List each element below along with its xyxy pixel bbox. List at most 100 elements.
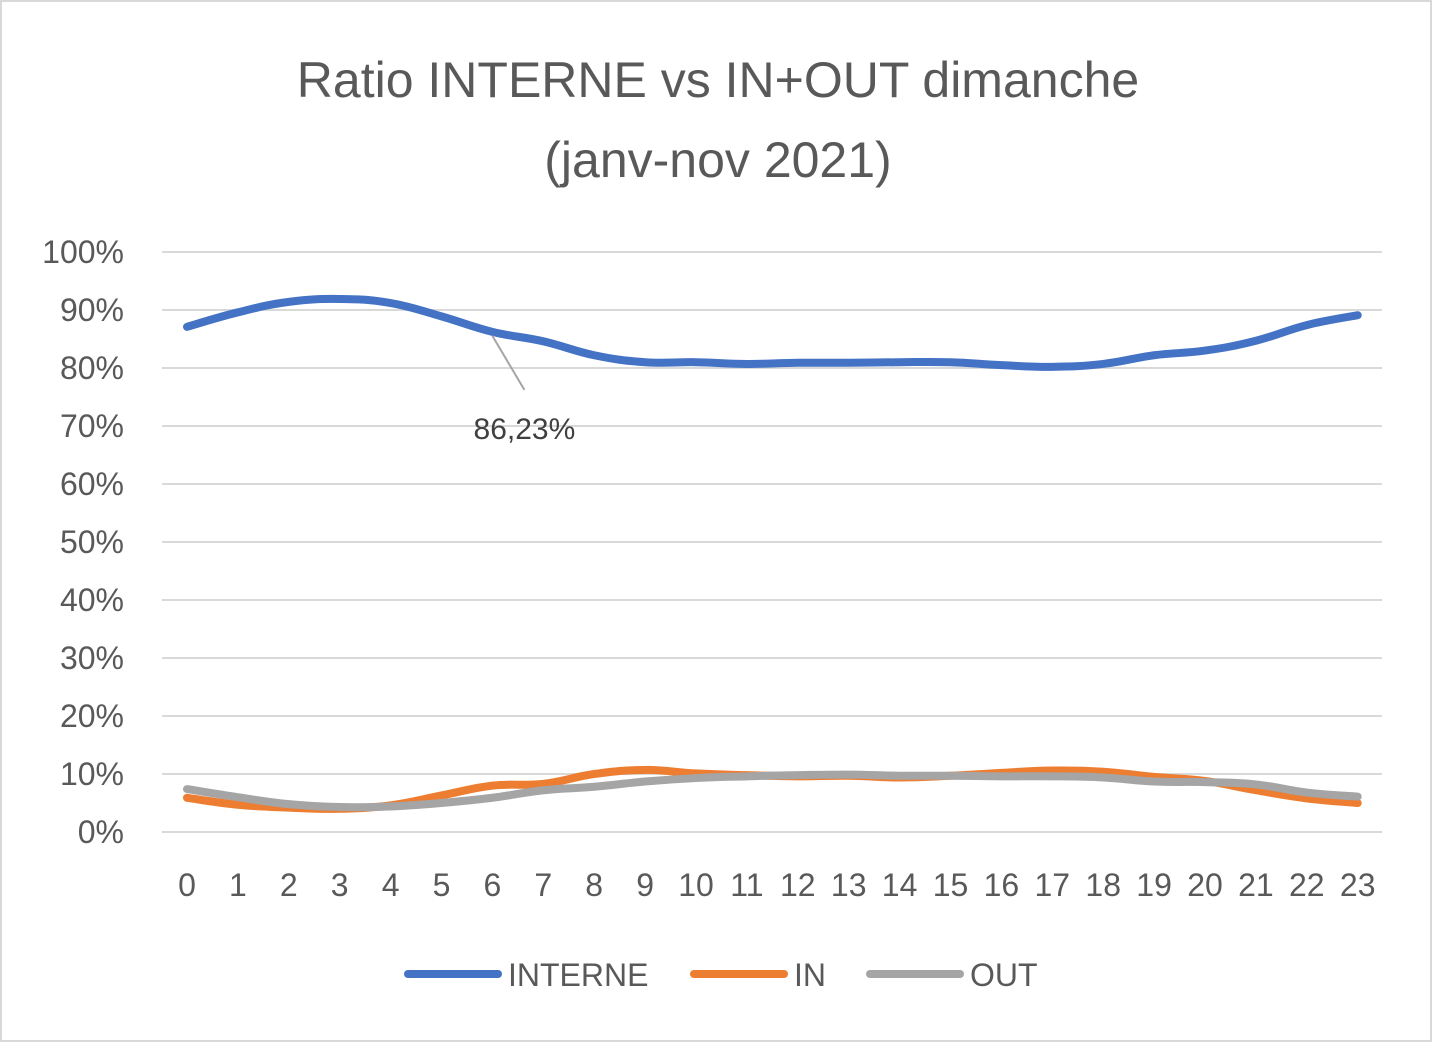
legend: INTERNE IN OUT [404, 957, 1038, 993]
y-tick-label: 90% [60, 292, 124, 328]
data-point-interne [746, 363, 747, 364]
x-tick-label: 14 [882, 867, 918, 903]
y-tick-label: 50% [60, 524, 124, 560]
x-tick-label: 21 [1238, 867, 1274, 903]
data-point-out [797, 775, 798, 776]
data-point-in [1357, 803, 1358, 804]
x-tick-label: 10 [678, 867, 714, 903]
data-point-out [594, 786, 595, 787]
data-point-interne [1103, 363, 1104, 364]
series-lines [183, 294, 1362, 813]
data-point-interne [1255, 340, 1256, 341]
legend-label-interne: INTERNE [508, 957, 648, 993]
data-point-interne [1306, 325, 1307, 326]
data-point-interne [543, 341, 544, 342]
data-point-interne [1357, 315, 1358, 316]
data-point-interne [645, 362, 646, 363]
gridlines [162, 251, 1382, 833]
annotation-leader-line [491, 335, 526, 391]
chart-title-line-1: Ratio INTERNE vs IN+OUT dimanche [297, 52, 1139, 108]
x-tick-label: 13 [831, 867, 867, 903]
data-point-interne [1001, 365, 1002, 366]
data-point-interne [797, 362, 798, 363]
data-point-in [187, 797, 188, 798]
x-tick-label: 4 [382, 867, 400, 903]
y-tick-label: 0% [78, 814, 124, 850]
data-point-in [594, 774, 595, 775]
chart-title-line-2: (janv-nov 2021) [544, 132, 891, 188]
annotations: 86,23% [474, 335, 576, 446]
data-point-out [441, 803, 442, 804]
data-point-out [492, 797, 493, 798]
y-tick-label: 80% [60, 350, 124, 386]
data-point-out [1357, 796, 1358, 797]
data-point-interne [848, 362, 849, 363]
x-tick-label: 16 [984, 867, 1020, 903]
data-point-in [1103, 771, 1104, 772]
x-tick-label: 9 [636, 867, 654, 903]
series-line-out [183, 770, 1362, 812]
y-tick-label: 20% [60, 698, 124, 734]
data-point-out [645, 781, 646, 782]
x-tick-label: 17 [1035, 867, 1071, 903]
x-tick-label: 8 [585, 867, 603, 903]
data-point-interne [339, 298, 340, 299]
y-tick-label: 70% [60, 408, 124, 444]
series-line-interne [183, 294, 1362, 371]
y-tick-label: 40% [60, 582, 124, 618]
data-point-interne [390, 303, 391, 304]
data-point-interne [950, 362, 951, 363]
data-point-out [1306, 792, 1307, 793]
x-tick-label: 23 [1340, 867, 1376, 903]
data-point-in [1255, 790, 1256, 791]
data-point-out [1103, 777, 1104, 778]
data-point-out [848, 774, 849, 775]
data-point-in [441, 795, 442, 796]
data-point-out [1052, 776, 1053, 777]
data-point-out [1255, 784, 1256, 785]
x-tick-label: 20 [1187, 867, 1223, 903]
data-point-out [746, 776, 747, 777]
x-tick-label: 12 [780, 867, 816, 903]
data-point-out [390, 806, 391, 807]
data-point-in [696, 773, 697, 774]
data-point-interne [492, 331, 493, 332]
data-point-interne [187, 326, 188, 327]
legend-label-in: IN [794, 957, 826, 993]
data-point-out [288, 804, 289, 805]
data-point-out [339, 807, 340, 808]
data-point-out [1205, 782, 1206, 783]
chart-title: Ratio INTERNE vs IN+OUT dimanche (janv-n… [297, 52, 1139, 188]
y-tick-label: 60% [60, 466, 124, 502]
x-tick-label: 22 [1289, 867, 1325, 903]
data-point-interne [1052, 366, 1053, 367]
data-point-in [1154, 776, 1155, 777]
x-tick-label: 2 [280, 867, 298, 903]
data-point-interne [1154, 355, 1155, 356]
data-point-out [950, 775, 951, 776]
legend-label-out: OUT [970, 957, 1038, 993]
y-tick-label: 100% [42, 234, 124, 270]
data-point-interne [441, 316, 442, 317]
data-point-in [1306, 798, 1307, 799]
data-point-in [237, 804, 238, 805]
y-tick-label: 10% [60, 756, 124, 792]
data-point-out [187, 789, 188, 790]
x-tick-label: 7 [534, 867, 552, 903]
y-axis-tick-labels: 0% 10% 20% 30% 40% 50% 60% 70% 80% 90% 100% [42, 234, 124, 850]
data-point-interne [288, 301, 289, 302]
data-point-in [543, 783, 544, 784]
x-tick-label: 15 [933, 867, 969, 903]
data-label: 86,23% [474, 413, 576, 446]
x-tick-label: 5 [433, 867, 451, 903]
x-tick-label: 3 [331, 867, 349, 903]
data-point-in [1052, 770, 1053, 771]
x-axis-tick-labels: 0 1 2 3 4 5 6 7 8 9 10 11 12 13 14 15 16 17 18 19 20 21 22 23 [178, 867, 1375, 903]
data-point-interne [237, 312, 238, 313]
x-tick-label: 6 [484, 867, 502, 903]
data-point-interne [696, 362, 697, 363]
data-point-in [492, 785, 493, 786]
data-point-interne [1205, 350, 1206, 351]
